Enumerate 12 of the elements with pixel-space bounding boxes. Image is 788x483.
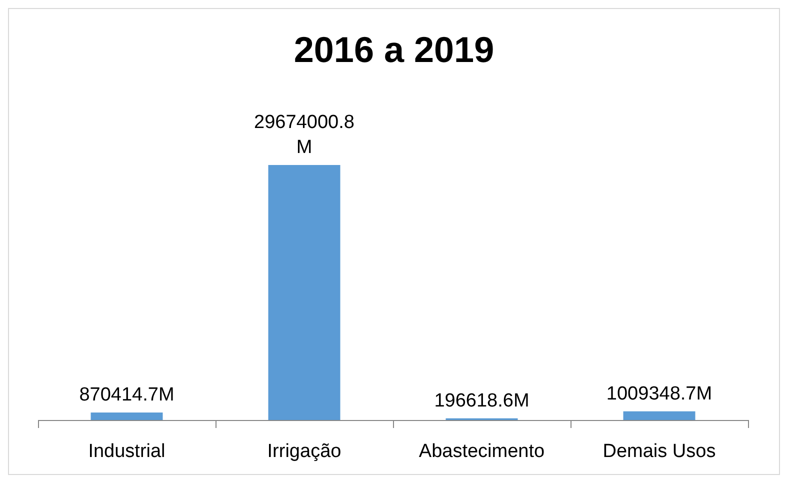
bar <box>268 165 340 420</box>
bar <box>90 412 163 420</box>
x-tick-label: Abastecimento <box>418 441 545 462</box>
data-label: 29674000.8M <box>254 112 354 158</box>
x-tick-label: Irrigação <box>267 441 342 462</box>
data-label: 196618.6M <box>434 390 530 412</box>
x-tick-label: Industrial <box>88 441 166 462</box>
chart-title: 2016 a 2019 <box>294 29 494 70</box>
data-label: 1009348.7M <box>606 383 712 404</box>
x-tick-label: Demais Usos <box>602 441 716 462</box>
data-label: 870414.7M <box>79 384 174 406</box>
bar <box>623 411 696 420</box>
